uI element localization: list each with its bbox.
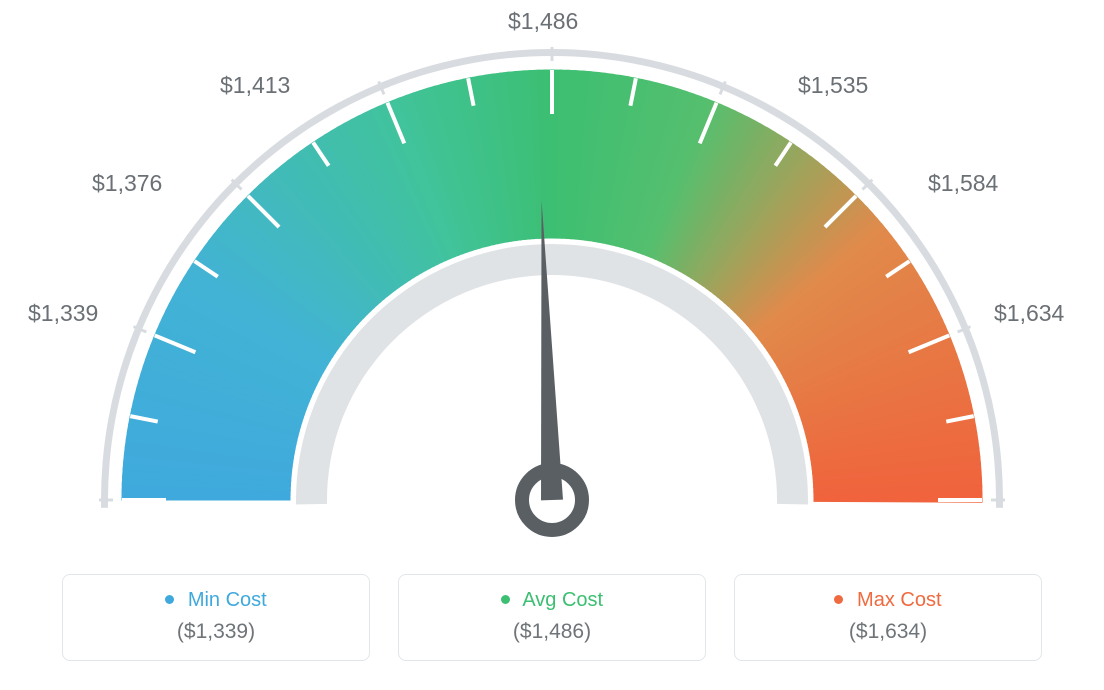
max-cost-label: Max Cost bbox=[857, 589, 941, 611]
gauge-tick-label: $1,486 bbox=[508, 8, 578, 35]
avg-dot-icon bbox=[501, 595, 510, 604]
avg-cost-card: Avg Cost ($1,486) bbox=[398, 574, 706, 661]
legend-cards: Min Cost ($1,339) Avg Cost ($1,486) Max … bbox=[62, 574, 1042, 661]
min-cost-value: ($1,339) bbox=[73, 620, 359, 644]
gauge-tick-label: $1,634 bbox=[994, 300, 1064, 327]
max-cost-value: ($1,634) bbox=[745, 620, 1031, 644]
avg-cost-value: ($1,486) bbox=[409, 620, 695, 644]
min-dot-icon bbox=[165, 595, 174, 604]
min-cost-label: Min Cost bbox=[188, 589, 267, 611]
gauge-tick-label: $1,376 bbox=[92, 170, 162, 197]
min-cost-card: Min Cost ($1,339) bbox=[62, 574, 370, 661]
max-dot-icon bbox=[834, 595, 843, 604]
cost-gauge: $1,339 $1,376 $1,413 $1,486 $1,535 $1,584 $1,6… bbox=[0, 0, 1104, 555]
gauge-tick-label: $1,339 bbox=[28, 300, 98, 327]
gauge-tick-label: $1,413 bbox=[220, 72, 290, 99]
gauge-tick-label: $1,584 bbox=[928, 170, 998, 197]
max-cost-card: Max Cost ($1,634) bbox=[734, 574, 1042, 661]
gauge-tick-label: $1,535 bbox=[798, 72, 868, 99]
avg-cost-label: Avg Cost bbox=[522, 589, 603, 611]
